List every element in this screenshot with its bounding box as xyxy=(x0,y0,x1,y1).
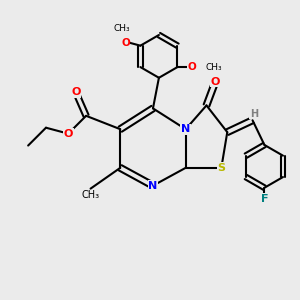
Text: O: O xyxy=(211,76,220,87)
Text: CH₃: CH₃ xyxy=(82,190,100,200)
Text: CH₃: CH₃ xyxy=(113,24,130,33)
Text: N: N xyxy=(181,124,190,134)
Text: O: O xyxy=(64,129,73,139)
Text: O: O xyxy=(188,62,197,72)
Text: S: S xyxy=(217,163,225,173)
Text: F: F xyxy=(261,194,268,204)
Text: O: O xyxy=(121,38,130,48)
Text: O: O xyxy=(71,87,80,97)
Text: H: H xyxy=(250,109,258,119)
Text: CH₃: CH₃ xyxy=(205,63,222,72)
Text: N: N xyxy=(148,181,158,191)
